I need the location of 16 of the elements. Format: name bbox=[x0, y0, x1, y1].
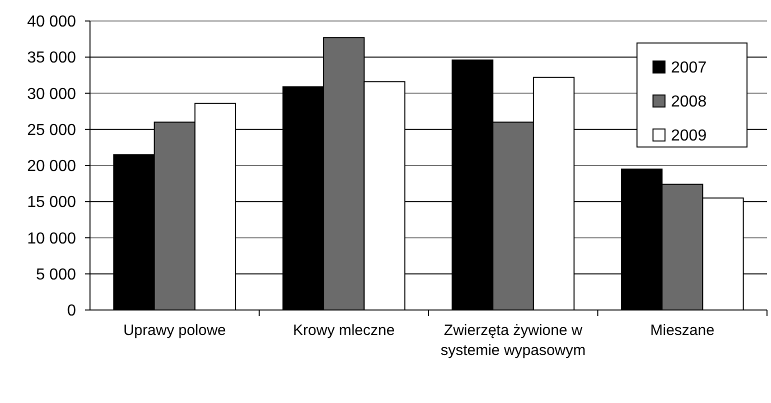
y-tick-label: 35 000 bbox=[27, 50, 76, 67]
x-tick-label: Krowy mleczne bbox=[293, 322, 395, 339]
x-tick-label: Mieszane bbox=[650, 322, 714, 339]
x-tick-label: Uprawy polowe bbox=[123, 322, 226, 339]
x-tick-label: Zwierzęta żywione w systemie wypasowym bbox=[440, 322, 586, 359]
legend-label: 2008 bbox=[671, 94, 707, 111]
y-tick-label: 15 000 bbox=[27, 194, 76, 212]
y-tick-label: 25 000 bbox=[27, 122, 76, 139]
legend-label: 2007 bbox=[671, 60, 707, 77]
y-tick-label: 20 000 bbox=[27, 158, 76, 176]
legend-label: 2009 bbox=[671, 128, 707, 145]
y-tick-label: 5 000 bbox=[36, 266, 76, 284]
y-tick-label: 10 000 bbox=[27, 230, 76, 248]
y-tick-label: 30 000 bbox=[27, 86, 76, 103]
y-tick-label: 40 000 bbox=[27, 14, 76, 31]
y-tick-label: 0 bbox=[67, 302, 76, 320]
